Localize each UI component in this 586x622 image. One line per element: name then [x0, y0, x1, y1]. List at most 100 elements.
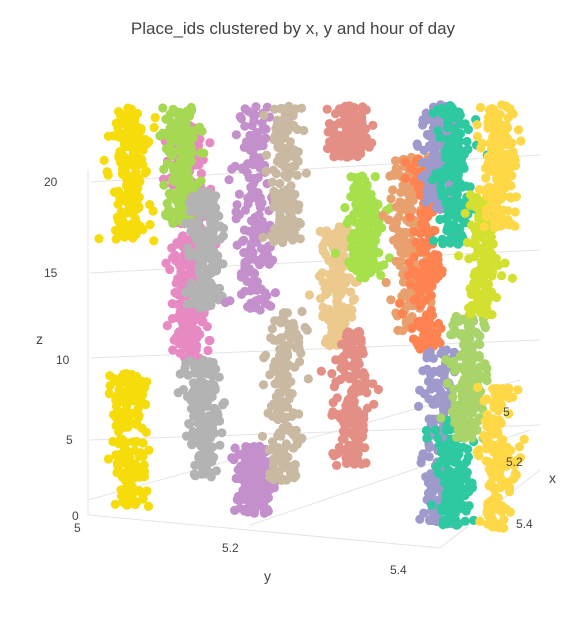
- data-point: [342, 398, 352, 408]
- data-point: [456, 119, 466, 129]
- data-point: [142, 377, 152, 387]
- data-point: [303, 374, 313, 384]
- data-point: [400, 173, 410, 183]
- data-point: [282, 172, 292, 182]
- data-point: [394, 212, 404, 222]
- data-points: [94, 100, 529, 533]
- data-point: [290, 362, 300, 372]
- data-point: [331, 109, 341, 119]
- data-point: [466, 376, 477, 386]
- data-point: [423, 267, 433, 277]
- data-point: [343, 451, 353, 461]
- data-point: [240, 104, 250, 114]
- data-point: [289, 322, 299, 333]
- data-point: [130, 459, 140, 469]
- data-point: [462, 501, 472, 512]
- data-point: [192, 333, 202, 343]
- data-point: [185, 419, 195, 429]
- data-point: [185, 181, 195, 191]
- data-point: [331, 377, 341, 387]
- data-point: [257, 431, 268, 441]
- data-point: [218, 223, 229, 233]
- chart-title: Place_ids clustered by x, y and hour of …: [130, 19, 456, 38]
- data-point: [342, 414, 352, 424]
- data-point: [190, 460, 200, 470]
- data-point: [275, 333, 285, 343]
- data-point: [472, 425, 482, 435]
- data-point: [341, 370, 351, 380]
- data-point: [384, 215, 394, 225]
- data-point: [176, 335, 186, 345]
- data-point: [125, 182, 135, 192]
- data-point: [424, 131, 434, 141]
- data-point: [231, 214, 241, 224]
- data-point: [189, 469, 199, 479]
- data-point: [433, 433, 443, 443]
- data-point: [257, 244, 267, 254]
- data-point: [358, 102, 368, 112]
- data-point: [218, 400, 228, 410]
- data-point: [192, 226, 202, 236]
- data-point: [340, 318, 350, 328]
- data-point: [180, 115, 190, 125]
- data-point: [348, 239, 358, 249]
- data-point: [267, 177, 277, 187]
- data-point: [294, 344, 304, 354]
- data-point: [455, 492, 465, 502]
- z-tick-15: 15: [44, 266, 58, 280]
- data-point: [445, 222, 455, 232]
- data-point: [470, 417, 480, 427]
- data-point: [261, 166, 271, 176]
- data-point: [428, 367, 438, 377]
- data-point: [426, 323, 437, 334]
- data-point: [297, 306, 307, 317]
- data-point: [492, 429, 502, 439]
- data-point: [331, 355, 341, 365]
- data-point: [259, 221, 270, 231]
- data-point: [360, 175, 370, 185]
- data-point: [361, 458, 371, 468]
- data-point: [140, 134, 150, 145]
- data-point: [267, 437, 278, 447]
- data-point: [239, 248, 249, 258]
- data-point: [195, 261, 205, 271]
- x-tick-5.4: 5.4: [516, 517, 533, 531]
- data-point: [459, 467, 469, 477]
- y-tick-5.2: 5.2: [222, 541, 239, 555]
- data-point: [170, 288, 180, 298]
- data-point: [459, 149, 469, 159]
- data-point: [235, 112, 245, 122]
- data-point: [333, 410, 343, 420]
- data-point: [356, 337, 366, 348]
- data-point: [342, 218, 352, 228]
- data-point: [460, 516, 470, 526]
- data-point: [430, 425, 440, 435]
- data-point: [279, 308, 289, 318]
- data-point: [481, 305, 491, 315]
- data-point: [439, 443, 449, 453]
- data-point: [465, 284, 475, 294]
- data-point: [240, 286, 250, 296]
- data-point: [363, 228, 373, 238]
- data-point: [183, 167, 193, 177]
- data-point: [268, 165, 279, 175]
- data-point: [211, 235, 221, 245]
- data-point: [483, 152, 493, 162]
- data-point: [367, 195, 377, 205]
- data-point: [320, 337, 330, 348]
- data-point: [188, 378, 198, 388]
- data-point: [424, 182, 434, 192]
- data-point: [395, 298, 405, 308]
- data-point: [409, 295, 419, 305]
- data-point: [456, 198, 466, 209]
- data-point: [211, 286, 221, 296]
- data-point: [330, 248, 341, 258]
- data-point: [475, 102, 486, 113]
- data-point: [429, 149, 439, 159]
- data-point: [465, 334, 475, 344]
- data-point: [112, 460, 123, 470]
- data-point: [482, 394, 492, 404]
- data-point: [257, 198, 267, 208]
- data-point: [178, 173, 188, 183]
